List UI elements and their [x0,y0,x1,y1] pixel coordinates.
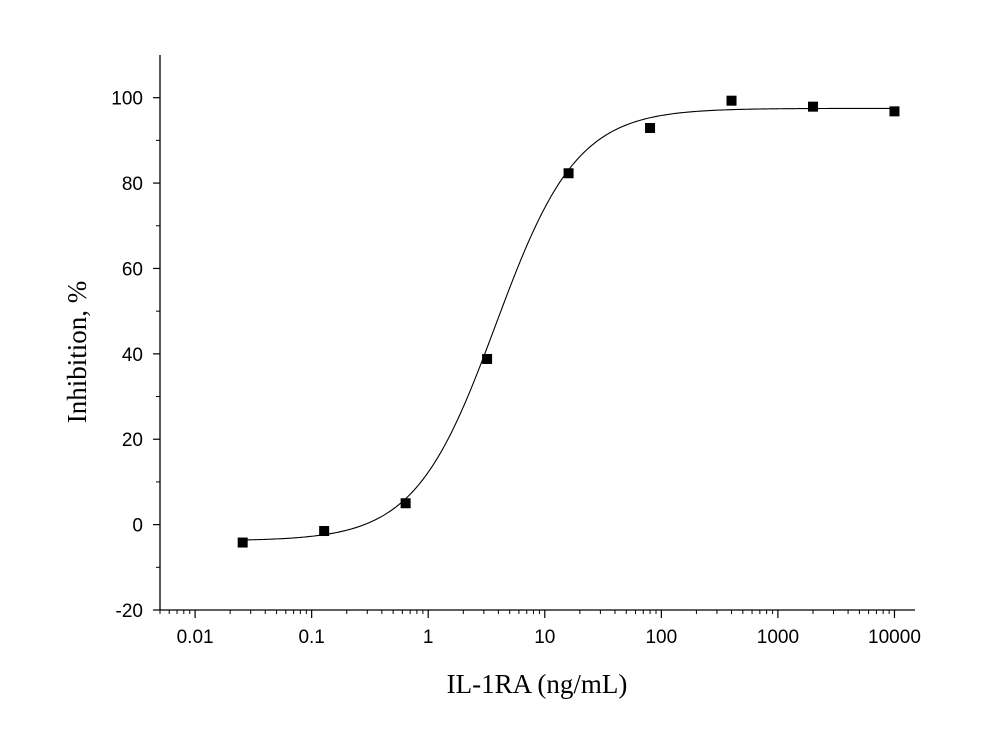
data-point [237,537,248,548]
data-point [645,123,656,134]
x-tick-label: 1000 [757,627,799,648]
data-point [482,353,493,364]
x-tick-label: 1 [423,627,434,648]
data-point [400,498,411,509]
data-points [237,95,900,548]
y-tick-label: 100 [111,89,143,110]
x-tick-label: 10 [534,627,555,648]
x-tick-label: 10000 [868,627,921,648]
y-tick-label: 80 [122,174,143,195]
data-point [807,101,818,112]
y-tick-label: 20 [122,430,143,451]
x-ticks: 0.01 0.1 1 10 100 1000 10000 [159,610,921,648]
y-tick-label: -20 [116,601,143,622]
y-tick-label: 60 [122,259,143,280]
x-tick-label: 100 [645,627,677,648]
x-tick-label: 0.01 [177,627,214,648]
y-axis-title: Inhibition, % [62,281,92,424]
x-tick-label: 0.1 [298,627,324,648]
plot-frame [159,55,915,611]
data-point [726,95,737,106]
data-point [319,526,330,537]
y-tick-label: 0 [132,516,143,537]
data-point [563,168,574,179]
data-point [889,106,900,117]
y-ticks: -20 0 20 40 60 80 100 [111,89,160,622]
x-axis-title: IL-1RA (ng/mL) [447,669,628,699]
y-tick-label: 40 [122,345,143,366]
